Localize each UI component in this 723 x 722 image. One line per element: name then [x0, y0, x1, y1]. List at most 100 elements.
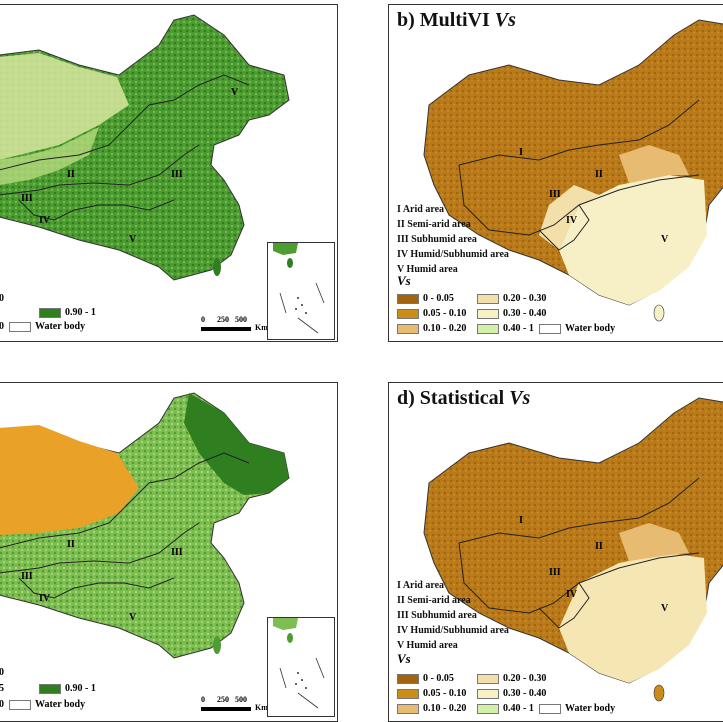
zone-item: IV Humid/Subhumid area	[397, 249, 509, 260]
hainan-island-c	[213, 636, 221, 654]
zone-item: II Semi-arid area	[397, 595, 471, 606]
china-map-b: I II III IV V	[423, 19, 723, 322]
zone-boundary-c2	[0, 522, 200, 574]
legend-swatch	[477, 688, 499, 699]
map-panel-b: I II III IV V b) MultiVI Vs I Arid area …	[388, 4, 723, 342]
china-map-c: II III III IV V	[0, 392, 290, 659]
zone-item: III Subhumid area	[397, 610, 477, 621]
arid-region-c	[0, 425, 139, 535]
legend-swatch	[477, 293, 499, 304]
zone-label-c-4: V	[129, 612, 137, 623]
zone-label-c-2: III	[21, 571, 33, 582]
zone-list-b: I Arid area II Semi-arid area III Subhum…	[397, 202, 509, 277]
zone-label-b-3: IV	[566, 215, 578, 226]
legend-swatch	[397, 673, 419, 684]
zone-boundary-c	[0, 452, 250, 549]
scale-tick: 250	[217, 695, 229, 704]
legend-label: 0.90 - 1	[65, 307, 96, 318]
humid-region-d	[559, 553, 707, 683]
zone-label-b-4: V	[661, 234, 669, 245]
panel-title-variable: Vs	[494, 9, 516, 31]
panel-title-prefix: d) Statistical	[397, 387, 505, 409]
zone-boundary-d	[458, 477, 700, 544]
legend-c: 0 5 0.90 - 1 0 Water body	[0, 667, 199, 717]
zone-label-b-1: II	[595, 169, 603, 180]
zone-label-a-0: II	[67, 169, 75, 180]
subhumid-region-d	[619, 523, 689, 561]
legend-d: 0 - 0.05 0.20 - 0.30 0.05 - 0.10 0.30 - …	[397, 673, 637, 719]
zone-label-c-0: II	[67, 539, 75, 550]
scale-tick: 0	[201, 695, 205, 704]
arid-region-a	[0, 53, 129, 160]
zone-item: I Arid area	[397, 580, 445, 591]
legend-a: 0 0.90 - 1 0 Water body	[0, 293, 199, 337]
legend-swatch	[397, 323, 419, 334]
legend-label: 0.30 - 0.40	[503, 688, 547, 699]
china-map-d: I II III IV V	[423, 397, 723, 702]
zone-boundary-d3	[538, 582, 590, 629]
scale-tick: 0	[201, 315, 205, 324]
zone-label-d-3: IV	[566, 589, 578, 600]
zone-label-a-1: III	[171, 169, 183, 180]
legend-swatch	[477, 308, 499, 319]
light-patch-b	[619, 145, 689, 183]
legend-swatch	[9, 699, 31, 710]
legend-swatch	[39, 307, 61, 318]
map-panel-c: II III III IV V 0 5 0.90 - 1 0 Water bod…	[0, 382, 338, 722]
legend-swatch	[477, 323, 499, 334]
zone-boundary-b	[458, 99, 700, 166]
legend-label: 0	[0, 321, 4, 332]
legend-swatch	[477, 673, 499, 684]
zone-label-b-2: III	[549, 189, 561, 200]
legend-label: Water body	[35, 699, 86, 710]
zone-item: V Humid area	[397, 264, 458, 275]
legend-title-d: Vs	[397, 651, 411, 666]
legend-label: 0.40 - 1	[503, 703, 534, 714]
south-china-sea-inset-a	[267, 242, 335, 340]
zone-label-d-1: II	[595, 541, 603, 552]
legend-label: 0 - 0.05	[423, 293, 454, 304]
legend-swatch	[397, 293, 419, 304]
legend-swatch	[539, 323, 561, 334]
map-panel-a: II III III IV V V 0 0.90 - 1 0 Water bod…	[0, 4, 338, 342]
zone-boundary-a2	[0, 144, 200, 196]
legend-label: 0.20 - 0.30	[503, 673, 547, 684]
zone-boundary-a	[0, 74, 250, 171]
semiarid-region-a	[0, 127, 99, 185]
map-panel-d: I II III IV V d) Statistical Vs I Arid a…	[388, 382, 723, 722]
china-map-a: II III III IV V V	[0, 14, 290, 281]
legend-label: Water body	[35, 321, 86, 332]
panel-title-b: b) MultiVI Vs	[397, 9, 516, 32]
south-china-sea-inset-c	[267, 617, 335, 717]
legend-swatch	[477, 703, 499, 714]
panel-title-variable: Vs	[509, 387, 531, 409]
legend-b: 0 - 0.05 0.20 - 0.30 0.05 - 0.10 0.30 - …	[397, 293, 637, 339]
zone-boundary-b2	[458, 164, 700, 236]
zone-list-d: I Arid area II Semi-arid area III Subhum…	[397, 578, 509, 653]
zone-label-b-0: I	[519, 147, 523, 158]
legend-label: 0.05 - 0.10	[423, 308, 467, 319]
zone-item: IV Humid/Subhumid area	[397, 625, 509, 636]
zone-item: V Humid area	[397, 640, 458, 651]
legend-swatch	[397, 703, 419, 714]
panel-title-d: d) Statistical Vs	[397, 387, 530, 410]
zone-label-a-4: V	[129, 234, 137, 245]
zone-boundary-c3	[18, 577, 175, 599]
legend-label: 0	[0, 699, 4, 710]
legend-label: 0.40 - 1	[503, 323, 534, 334]
legend-label: 0 - 0.05	[423, 673, 454, 684]
legend-label: 0.05 - 0.10	[423, 688, 467, 699]
legend-swatch	[39, 683, 61, 694]
legend-swatch	[397, 688, 419, 699]
zone-label-c-3: IV	[39, 593, 51, 604]
zone-label-d-4: V	[661, 603, 669, 614]
forest-region-c	[184, 393, 289, 495]
zone-label-d-2: III	[549, 567, 561, 578]
subhumid-region-b	[539, 185, 599, 250]
scale-tick: 500	[235, 315, 247, 324]
legend-label: 0	[0, 293, 4, 304]
humid-region-b	[559, 175, 707, 305]
scale-unit: Km	[255, 323, 268, 332]
scale-tick: 500	[235, 695, 247, 704]
legend-label: 0.10 - 0.20	[423, 703, 467, 714]
